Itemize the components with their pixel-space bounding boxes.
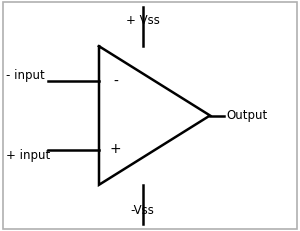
Text: +: + [110, 142, 121, 156]
Text: + Vss: + Vss [126, 14, 159, 27]
Text: -Vss: -Vss [130, 204, 154, 217]
Text: + input: + input [6, 149, 50, 162]
Text: Output: Output [226, 109, 268, 122]
Text: -: - [113, 75, 118, 89]
Text: - input: - input [6, 69, 45, 82]
